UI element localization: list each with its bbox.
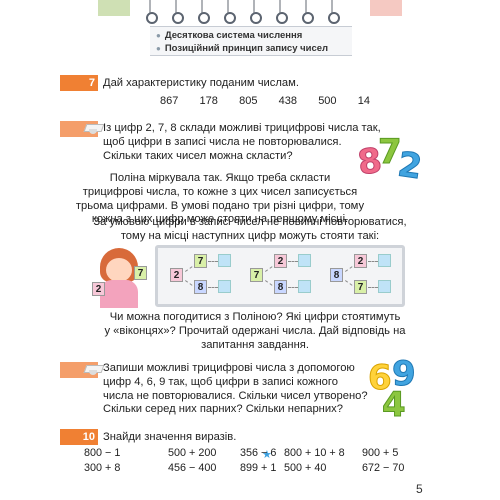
polina-reasoning: Поліна міркувала так. Якщо треба скласти… bbox=[60, 172, 380, 227]
text-line: Запиши можливі трицифрові числа з допомо… bbox=[103, 362, 355, 374]
branch-line bbox=[288, 261, 298, 262]
topic-item: Позиційний принцип запису чисел bbox=[156, 42, 352, 55]
task10-text: Знайди значення виразів. bbox=[103, 431, 237, 443]
task10-expressions: 800 − 1 500 + 200 356 − 6 800 + 10 + 8 9… bbox=[84, 447, 424, 477]
graduation-cap-icon bbox=[85, 122, 101, 136]
text-line: трьома цифрами. В умові подано три різні… bbox=[75, 199, 365, 212]
text-line: Поліна міркувала так. Якщо треба скласти bbox=[109, 172, 331, 184]
expression: 456 − 400 bbox=[168, 462, 217, 474]
first-digit-card: 2 bbox=[170, 268, 183, 282]
pin bbox=[172, 0, 184, 24]
text-line: Скільки серед них парних? Скільки непарн… bbox=[103, 403, 343, 416]
text-line: Чи можна погодитися з Поліною? Які цифри… bbox=[109, 311, 401, 323]
number-item: 178 bbox=[199, 95, 218, 107]
text-line: числа не повторювалися. Скільки чисел ут… bbox=[103, 389, 368, 402]
digit-art: 6 bbox=[368, 358, 393, 399]
first-digit-card: 7 bbox=[250, 268, 263, 282]
text-line: цифр 4, 6, 9 так, щоб цифри в записі кож… bbox=[103, 375, 338, 388]
digit-art: 4 bbox=[382, 385, 407, 426]
pin bbox=[328, 0, 340, 24]
number-item: 14 bbox=[357, 95, 370, 107]
number-item: 867 bbox=[160, 95, 179, 107]
text-line: тому на місці наступних цифр можуть стоя… bbox=[120, 229, 380, 242]
expression: 800 − 1 bbox=[84, 447, 121, 459]
number-item: 500 bbox=[318, 95, 337, 107]
pin bbox=[146, 0, 158, 24]
task8-questions: Чи можна погодитися з Поліною? Які цифри… bbox=[90, 311, 420, 352]
branch-line bbox=[288, 287, 298, 288]
text-line: Із цифр 2, 7, 8 склади можливі трицифров… bbox=[103, 122, 381, 134]
answer-window bbox=[378, 254, 391, 267]
second-digit-card: 8 bbox=[194, 280, 207, 294]
expression: 900 + 5 bbox=[362, 447, 399, 459]
answer-window bbox=[218, 254, 231, 267]
task7-numbers: 867 178 805 438 500 14 bbox=[160, 95, 370, 107]
top-left-tab bbox=[98, 0, 130, 16]
task9-text: Запиши можливі трицифрові числа з допомо… bbox=[103, 362, 368, 417]
expression: 672 − 70 bbox=[362, 462, 405, 474]
text-line: запитання завдання. bbox=[201, 338, 309, 351]
text-line: трицифрові числа, то кожне з цих чисел з… bbox=[82, 185, 358, 198]
answer-window bbox=[298, 280, 311, 293]
expression: 300 + 8 bbox=[84, 462, 121, 474]
digit-card: 7 bbox=[134, 266, 147, 280]
body bbox=[100, 280, 138, 308]
digit-art: 7 bbox=[378, 132, 403, 173]
task8-text: Із цифр 2, 7, 8 склади можливі трицифров… bbox=[103, 122, 381, 163]
second-digit-card: 7 bbox=[194, 254, 207, 268]
top-right-tab bbox=[370, 0, 402, 16]
task-number-10: 10 bbox=[60, 429, 98, 445]
answer-window bbox=[378, 280, 391, 293]
pin bbox=[276, 0, 288, 24]
second-digit-card: 2 bbox=[274, 254, 287, 268]
task7-text: Дай характеристику поданим числам. bbox=[103, 77, 299, 89]
graduation-cap-icon bbox=[85, 363, 101, 377]
text-line: кожна з цих цифр може стояти на першому … bbox=[91, 213, 349, 226]
star-icon: ★ bbox=[262, 449, 272, 461]
pin bbox=[250, 0, 262, 24]
digit-card: 2 bbox=[92, 282, 105, 296]
pin bbox=[224, 0, 236, 24]
expression: 356 − 6 bbox=[240, 447, 277, 459]
topics-box: Десяткова система числення Позиційний пр… bbox=[150, 26, 352, 56]
digit-art: 9 bbox=[392, 354, 417, 395]
number-item: 805 bbox=[239, 95, 258, 107]
second-digit-card: 8 bbox=[274, 280, 287, 294]
answer-window bbox=[218, 280, 231, 293]
number-item: 438 bbox=[278, 95, 297, 107]
text-line: щоб цифри в записі числа не повторювалис… bbox=[103, 135, 342, 148]
expression: 800 + 10 + 8 bbox=[284, 447, 345, 459]
expression: 899 + 1 bbox=[240, 462, 277, 474]
polina-reasoning-cont: За умовою цифри в записі чисел не повинн… bbox=[60, 216, 440, 244]
page-number: 5 bbox=[416, 482, 423, 496]
digit-art: 2 bbox=[395, 144, 425, 188]
branch-line bbox=[368, 261, 378, 262]
branch-line bbox=[208, 287, 218, 288]
branch-line bbox=[368, 287, 378, 288]
face bbox=[106, 258, 132, 282]
digit-tree-board: 2 7 8 7 2 8 8 2 7 bbox=[155, 245, 405, 307]
branch-line bbox=[208, 261, 218, 262]
binder-pins bbox=[143, 0, 353, 24]
text-line: За умовою цифри в записі чисел не повинн… bbox=[93, 216, 407, 228]
second-digit-card: 7 bbox=[354, 280, 367, 294]
pin bbox=[302, 0, 314, 24]
text-line: у «віконцях»? Прочитай одержані числа. Д… bbox=[104, 324, 406, 337]
girl-illustration: 2 7 bbox=[92, 248, 152, 310]
expression: 500 + 40 bbox=[284, 462, 327, 474]
task-number-7: 7 bbox=[60, 75, 98, 91]
topic-item: Десяткова система числення bbox=[156, 29, 352, 42]
pin bbox=[198, 0, 210, 24]
second-digit-card: 2 bbox=[354, 254, 367, 268]
text-line: Скільки таких чисел можна скласти? bbox=[103, 149, 293, 162]
expression: 500 + 200 bbox=[168, 447, 217, 459]
first-digit-card: 8 bbox=[330, 268, 343, 282]
answer-window bbox=[298, 254, 311, 267]
